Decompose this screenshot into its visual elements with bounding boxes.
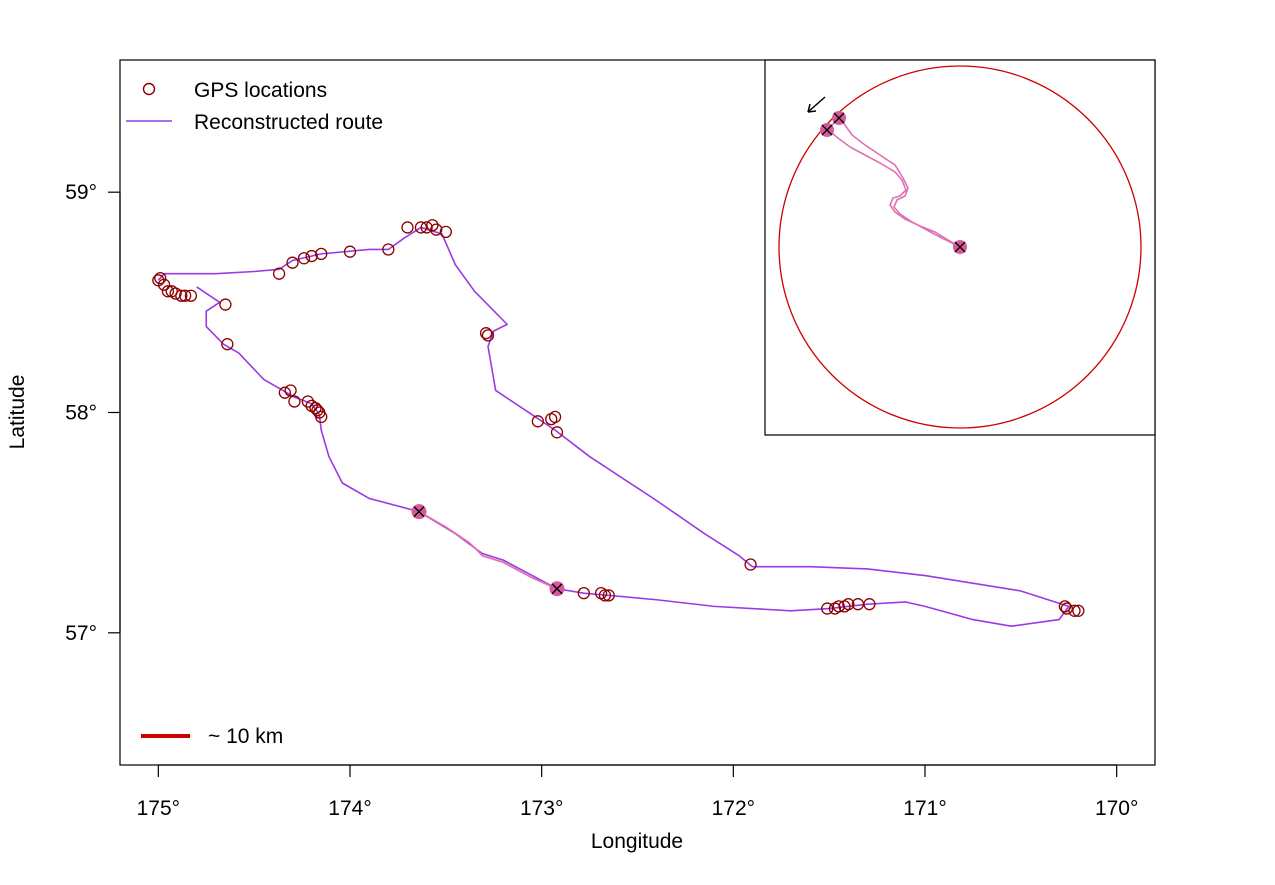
x-tick-label: 170°	[1095, 797, 1138, 820]
scale-bar-label: ~ 10 km	[208, 725, 283, 748]
gps-point	[305, 249, 318, 263]
gps-point	[1068, 604, 1081, 617]
legend-gps-symbol	[142, 82, 156, 96]
gps-point	[420, 221, 433, 234]
inset-marker-end-1	[820, 123, 834, 137]
gps-point	[315, 410, 328, 424]
gps-point	[426, 219, 439, 232]
x-axis-title: Longitude	[591, 830, 683, 853]
x-axis: 175° 174° 173° 172° 171° 170°	[137, 764, 1138, 820]
gps-point	[744, 558, 757, 571]
gps-point	[272, 267, 286, 280]
gps-point	[863, 598, 876, 611]
inset-track	[826, 116, 961, 248]
y-tick-label: 59°	[65, 181, 97, 204]
inset-panel	[764, 59, 1156, 436]
gps-point	[842, 598, 855, 611]
gps-point	[288, 395, 301, 408]
gps-point	[401, 221, 414, 234]
gps-point	[439, 225, 452, 238]
legend-route-label: Reconstructed route	[194, 111, 383, 134]
y-tick-label: 57°	[65, 622, 97, 645]
gps-point	[301, 395, 314, 408]
gps-point	[1072, 604, 1085, 617]
gps-point	[297, 252, 311, 265]
y-tick-label: 58°	[65, 402, 97, 425]
gps-point	[169, 287, 182, 300]
x-tick-label: 171°	[903, 797, 946, 820]
gps-point	[219, 298, 232, 311]
gps-point	[157, 278, 171, 291]
gps-point	[430, 223, 443, 236]
gps-point	[154, 271, 167, 285]
gps-point	[479, 327, 493, 340]
gps-point	[161, 285, 175, 298]
gps-point	[278, 386, 291, 399]
points-layer	[152, 219, 1085, 617]
gps-point	[531, 415, 544, 428]
direction-arrow-icon	[807, 96, 826, 113]
inset-marker-end-2	[832, 111, 846, 125]
inset-range-circle	[778, 65, 1142, 429]
gps-point	[1060, 602, 1073, 615]
marked-position	[411, 504, 427, 520]
gps-point	[832, 600, 845, 613]
gps-point	[343, 245, 357, 258]
legend-gps-label: GPS locations	[194, 79, 327, 102]
gps-point	[284, 384, 297, 397]
gps-point	[315, 247, 328, 261]
gps-point	[309, 401, 322, 415]
marked-position	[549, 581, 565, 597]
gps-point	[184, 289, 198, 302]
gps-point	[821, 602, 834, 615]
gps-point	[382, 243, 395, 256]
gps-point	[602, 589, 615, 602]
y-axis-title: Latitude	[6, 375, 29, 450]
x-tick-label: 174°	[328, 797, 371, 820]
highlighted-route-segment	[418, 510, 558, 590]
gps-point	[577, 587, 590, 600]
inset-marker-center	[953, 240, 967, 254]
x-tick-label: 175°	[137, 797, 180, 820]
gps-point	[175, 289, 188, 302]
legend: GPS locations Reconstructed route	[126, 79, 383, 134]
gps-point	[179, 289, 192, 302]
gps-point	[548, 410, 562, 424]
gps-point	[414, 221, 428, 234]
x-tick-label: 172°	[712, 797, 755, 820]
scale-bar: ~ 10 km	[141, 725, 283, 748]
gps-point	[550, 426, 564, 439]
x-tick-label: 173°	[520, 797, 563, 820]
gps-point	[221, 338, 234, 351]
gps-point	[286, 256, 299, 269]
gps-point	[311, 404, 324, 417]
y-axis: 57° 58° 59°	[65, 181, 121, 645]
gps-point	[481, 329, 495, 342]
gps-point	[598, 589, 612, 602]
